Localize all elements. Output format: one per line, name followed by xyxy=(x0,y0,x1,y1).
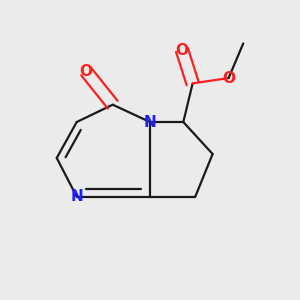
Text: O: O xyxy=(80,64,92,79)
Text: N: N xyxy=(70,189,83,204)
Text: O: O xyxy=(176,43,188,58)
Text: N: N xyxy=(144,115,156,130)
Text: O: O xyxy=(222,70,235,86)
